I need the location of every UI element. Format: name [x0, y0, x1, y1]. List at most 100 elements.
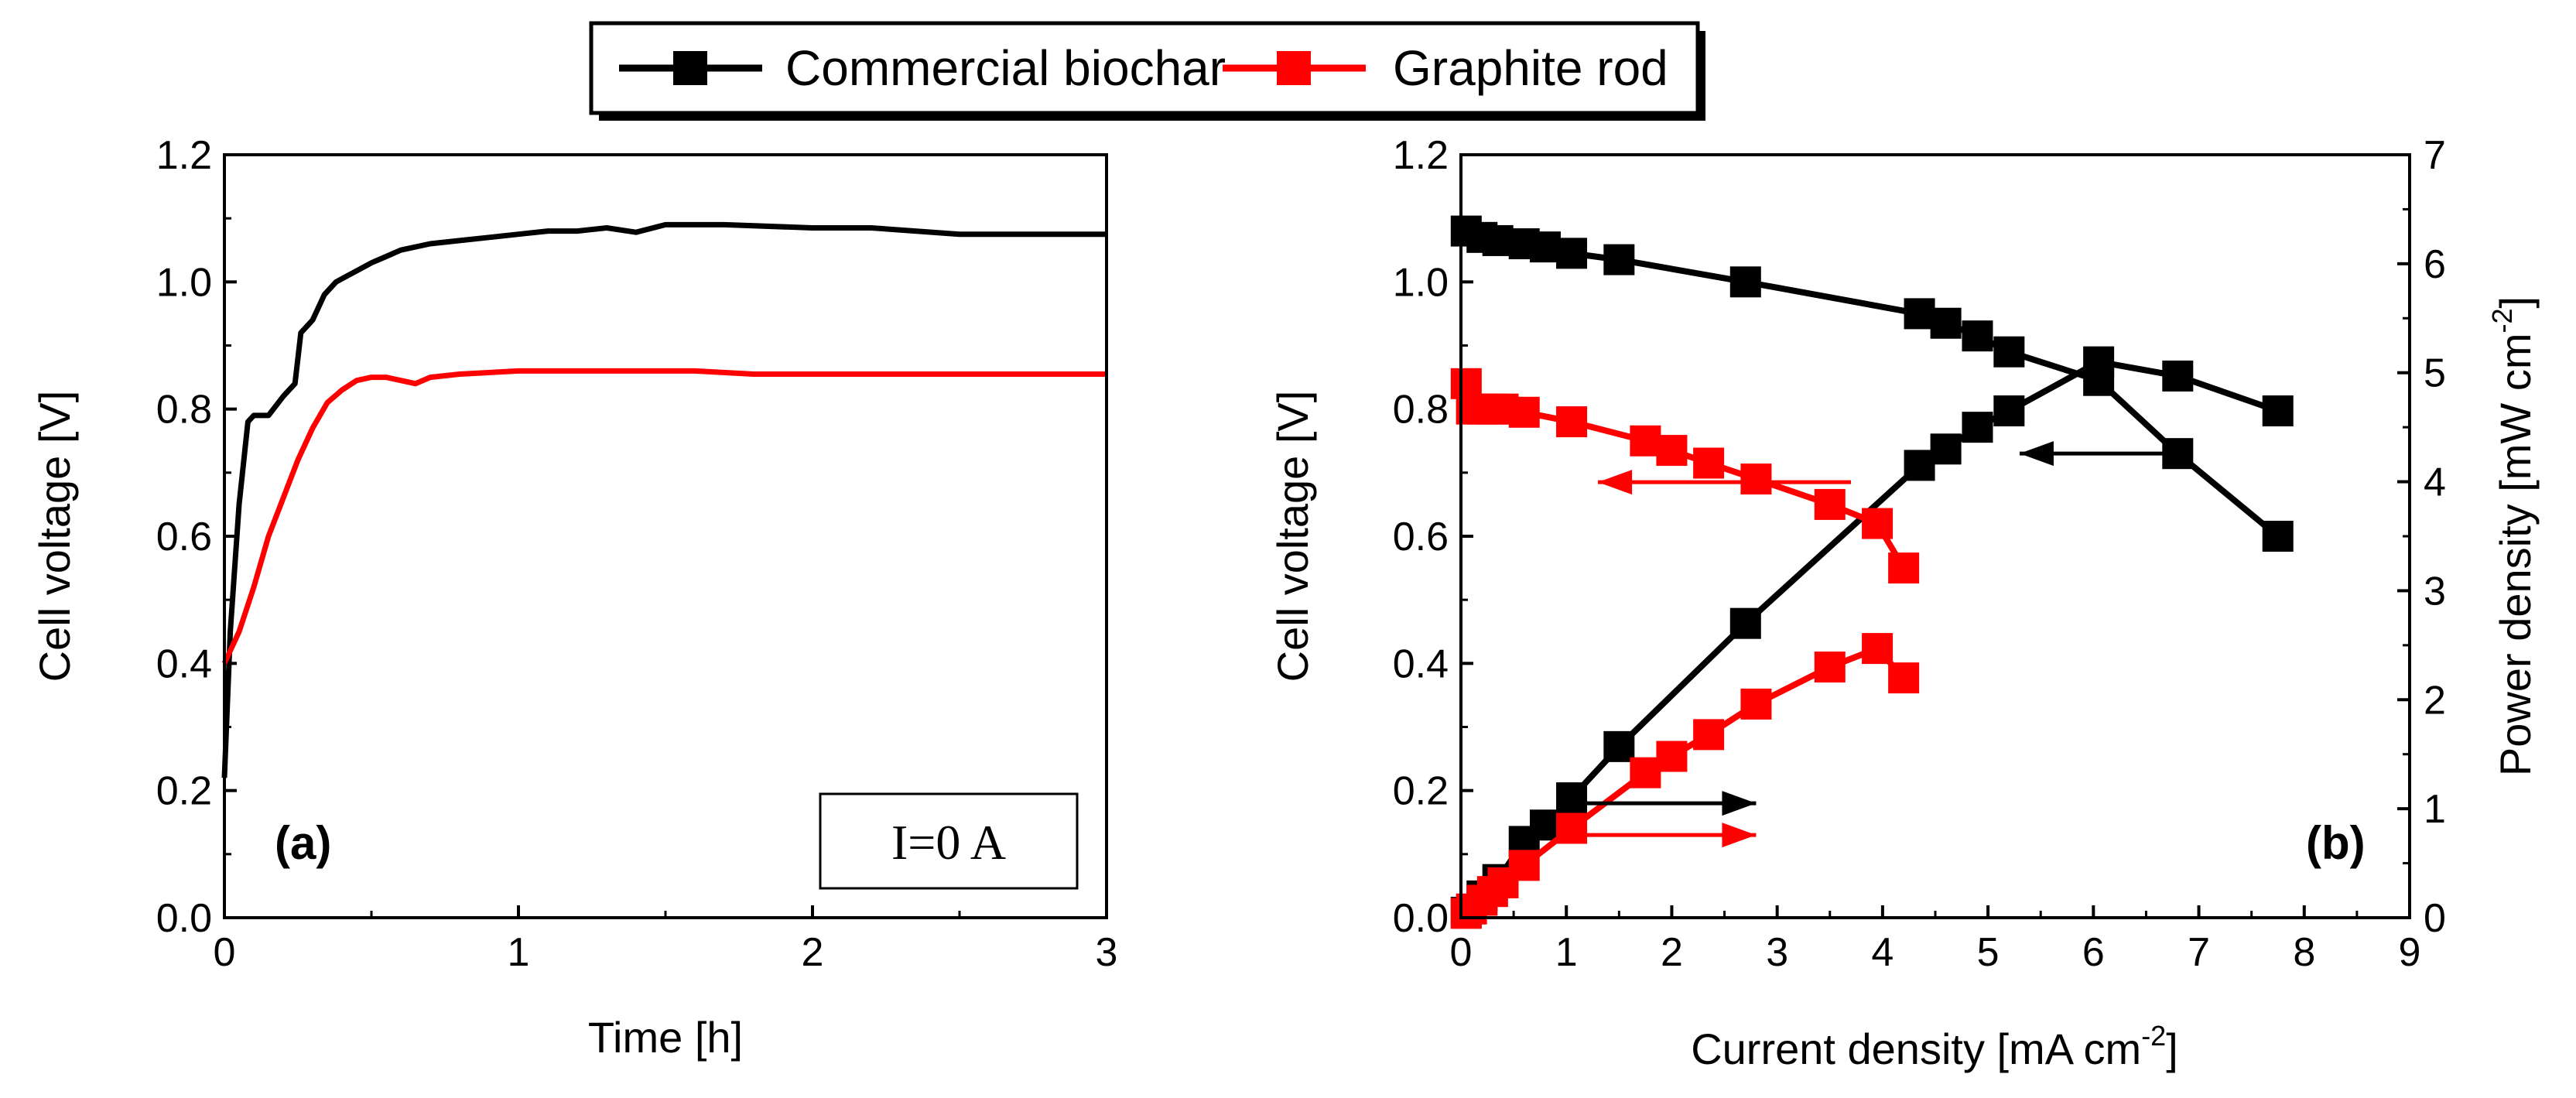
panel-b-series-2-point [1740, 463, 1772, 495]
panel-b-y2label: Power density [mW cm-2] [2486, 296, 2540, 776]
panel-b-label: (b) [2306, 817, 2366, 869]
panel-b-series-3-point [1630, 757, 1661, 788]
panel-b-xtick-label: 1 [1555, 930, 1578, 975]
panel-b-series-0-point [2162, 438, 2194, 470]
panel-b-series-2-point [1814, 488, 1846, 520]
panel-b-xtick-label: 0 [1450, 930, 1473, 975]
panel-b-y2tick-label: 1 [2424, 787, 2446, 832]
panel-b-series-0-point [1930, 307, 1962, 339]
panel-b-series-1-point [1729, 607, 1761, 639]
panel-a-ytick-label: 0.4 [156, 641, 212, 686]
panel-b-series-2-point [1693, 447, 1725, 479]
panel-b-ytick-label: 0.8 [1393, 388, 1449, 433]
panel-b-arrows [1566, 441, 2167, 848]
legend-box [589, 21, 1700, 115]
panel-b-series-3-point [1556, 812, 1588, 844]
panel-b-series-0-point [1993, 336, 2025, 368]
panel-b-y2label-end: ] [2491, 296, 2540, 309]
panel-b-series-2-point [1508, 396, 1540, 428]
panel-b-series-2-point [1888, 552, 1920, 584]
panel-b-series-0-point [1529, 231, 1561, 263]
panel-b-xlabel-main: Current density [mA cm [1691, 1024, 2141, 1073]
panel-b-ytick-label: 0.0 [1393, 896, 1449, 941]
panel-a-series [221, 221, 1107, 778]
panel-b-series-3-point [1693, 719, 1725, 751]
panel-b-series-0-point [1603, 244, 1635, 275]
panel-a-xtick-label: 3 [1096, 930, 1118, 975]
panel-b-series-2-point [1630, 425, 1661, 457]
panel-b-ytick-label: 0.6 [1393, 515, 1449, 559]
legend-marker-biochar [673, 51, 707, 85]
panel-b-xtick-label: 8 [2293, 930, 2315, 975]
panel-a-annotation: I=0 A [891, 815, 1006, 870]
panel-a: 0 1 2 3 0.0 0.2 0.4 0.6 0.8 1.0 1.2 Time [h] Cell … [30, 133, 1117, 1062]
panel-b-y2tick-label: 7 [2424, 133, 2446, 178]
legend-label-biochar: Commercial biochar [785, 40, 1226, 96]
panel-a-series-1-line [221, 368, 1107, 665]
panel-b-series-0-point [1729, 266, 1761, 298]
panel-b-ylabel: Cell voltage [V] [1268, 391, 1317, 682]
panel-b-frame [1459, 153, 2411, 919]
panel-b-xlabel-sup: -2 [2141, 1020, 2166, 1052]
panel-b-xtick-label: 6 [2082, 930, 2105, 975]
panel-b-xtick-label: 2 [1661, 930, 1683, 975]
panel-b-series-2-point [1656, 435, 1688, 467]
panel-b-xtick-label: 5 [1977, 930, 2000, 975]
panel-a-frame [223, 153, 1108, 919]
panel-b-xlabel: Current density [mA cm-2] [1691, 1020, 2178, 1073]
panel-b-series [1450, 215, 2294, 929]
panel-a-ytick-label: 0.8 [156, 388, 212, 433]
panel-a-ytick-label: 1.2 [156, 133, 212, 178]
panel-b-series-3-point [1508, 850, 1540, 881]
arrow-head [1598, 470, 1633, 495]
legend-label-graphite: Graphite rod [1393, 40, 1668, 96]
panel-b-y2tick-label: 6 [2424, 242, 2446, 287]
panel-a-annotation-box [819, 792, 1079, 890]
panel-a-xtick-label: 0 [214, 930, 236, 975]
panel-a-ytick-label: 1.0 [156, 260, 212, 305]
panel-b-xlabel-end: ] [2166, 1024, 2178, 1073]
legend-marker-graphite [1277, 51, 1311, 85]
panel-b-y2tick-label: 5 [2424, 351, 2446, 396]
panel-b-y2label-main: Power density [mW cm [2491, 334, 2540, 777]
panel-b-series-3-point [1740, 688, 1772, 720]
panel-b-ytick-label: 1.2 [1393, 133, 1449, 178]
panel-b-series-1-point [1603, 730, 1635, 762]
panel-b-series-3-point [1814, 652, 1846, 683]
panel-b-series-2-point [1556, 406, 1588, 438]
panel-a-xtick-label: 2 [802, 930, 824, 975]
panel-b-series-0-point [1482, 224, 1514, 256]
panel-b-series-1-point [1556, 782, 1588, 814]
panel-a-label: (a) [275, 817, 331, 869]
panel-b-xtick-label: 4 [1871, 930, 1894, 975]
panel-b-ytick-label: 0.4 [1393, 641, 1449, 686]
panel-b-series-1-point [2162, 360, 2194, 392]
panel-b-y2tick-label: 2 [2424, 678, 2446, 723]
panel-b-series-1-point [2262, 395, 2294, 427]
panel-b-series-1-point [1930, 433, 1962, 465]
panel-b: 0 1 2 3 4 5 6 7 8 90.00.20.40.60.81.01.201234567 … [1268, 133, 2540, 1073]
panel-b-series-1-point [1904, 450, 1935, 481]
panel-b-series-3-point [1888, 662, 1920, 694]
panel-a-ytick-label: 0.2 [156, 769, 212, 814]
panel-b-y2tick-label: 4 [2424, 460, 2446, 505]
panel-b-y2tick-label: 0 [2424, 896, 2446, 941]
panel-a-xtick-label: 1 [508, 930, 530, 975]
panel-b-xtick-label: 3 [1766, 930, 1788, 975]
panel-b-series-0-point [1962, 320, 1993, 352]
panel-b-series-3-point [1862, 633, 1894, 665]
panel-b-series-0-point [2262, 521, 2294, 552]
panel-b-series-1-point [2083, 346, 2115, 378]
arrow-head [1722, 791, 1757, 816]
panel-a-ytick-label: 0.6 [156, 515, 212, 559]
panel-b-xtick-label: 7 [2188, 930, 2210, 975]
panel-b-series-1-point [1962, 412, 1993, 443]
panel-b-ytick-label: 0.2 [1393, 769, 1449, 814]
panel-a-xlabel: Time [h] [588, 1013, 743, 1062]
arrow-head [2019, 441, 2054, 467]
panel-a-series-0-line [221, 221, 1107, 778]
arrow-head [1722, 823, 1757, 848]
panel-b-series-3-point [1656, 741, 1688, 772]
panel-b-series-0-point [1556, 238, 1588, 269]
